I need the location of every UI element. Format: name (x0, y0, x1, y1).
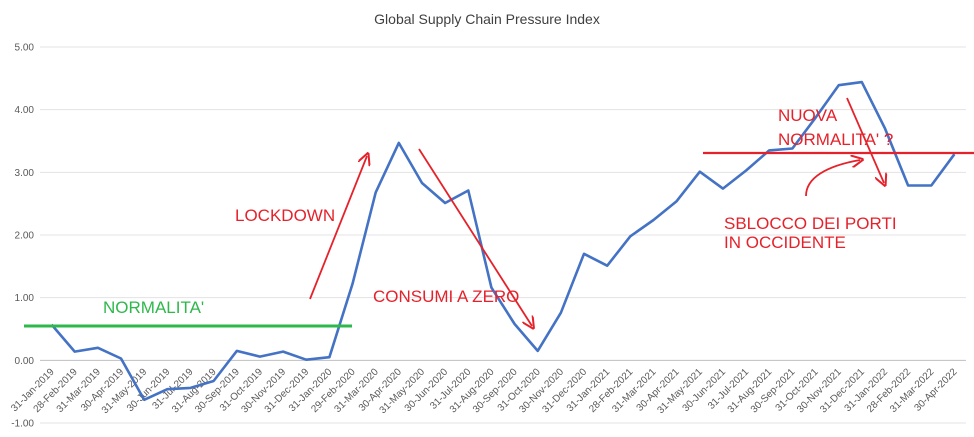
series-line (50, 80, 956, 402)
chart-title: Global Supply Chain Pressure Index (374, 11, 600, 27)
y-tick-label: -1.00 (11, 419, 34, 430)
y-tick-label: 3.00 (15, 168, 35, 179)
x-axis-ticks: 31-Jan-201928-Feb-201931-Mar-201930-Apr-… (9, 366, 960, 416)
series-gscpi (50, 80, 956, 402)
y-tick-label: 5.00 (15, 43, 35, 54)
y-tick-label: 4.00 (15, 105, 35, 116)
y-tick-label: 2.00 (15, 231, 35, 242)
y-axis-ticks: -1.00 0.00 1.00 2.00 3.00 4.00 5.00 (11, 43, 34, 430)
sblocco-label-line2: IN OCCIDENTE (724, 233, 846, 252)
annotations: NORMALITA' LOCKDOWN CONSUMI A ZERO NUOVA… (24, 97, 974, 326)
gridlines (40, 46, 966, 424)
lockdown-label: LOCKDOWN (235, 206, 335, 225)
lockdown-arrow (309, 156, 367, 300)
consumi-arrow (418, 148, 532, 326)
nuova-label-line2: NORMALITA' ? (778, 130, 893, 149)
nuova-label-line1: NUOVA (778, 106, 838, 125)
calo-arrow (846, 97, 884, 183)
y-tick-label: 0.00 (15, 356, 35, 367)
y-tick-label: 1.00 (15, 293, 35, 304)
sblocco-arrow (805, 160, 860, 197)
sblocco-label-line1: SBLOCCO DEI PORTI (724, 214, 897, 233)
normalita-label: NORMALITA' (103, 298, 204, 317)
consumi-label: CONSUMI A ZERO (373, 287, 519, 306)
